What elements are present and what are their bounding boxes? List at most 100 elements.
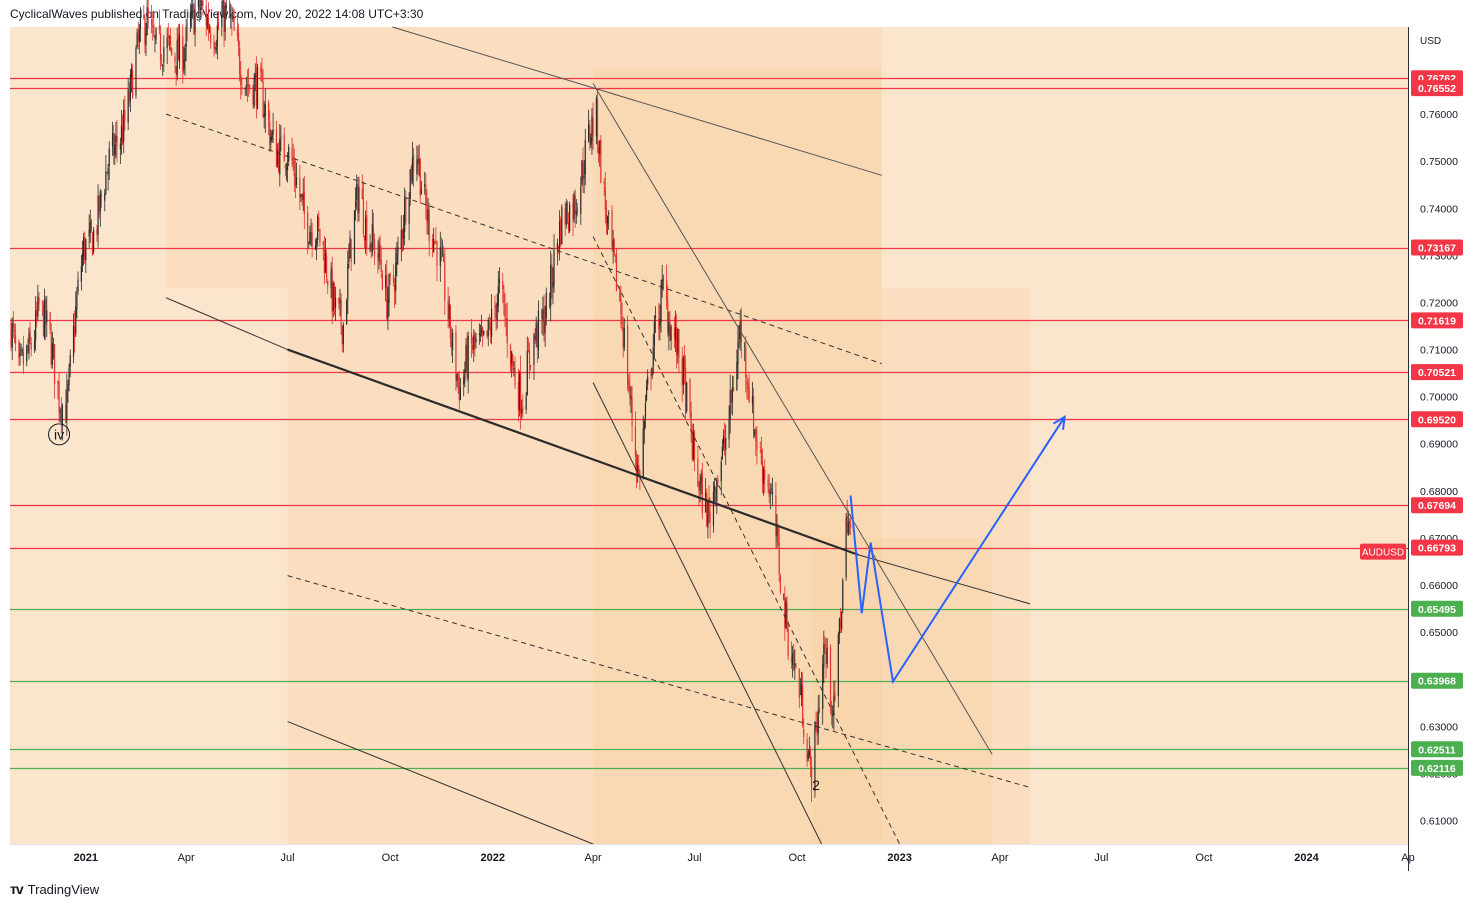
candle-body-514 <box>810 766 813 789</box>
candle-body-470 <box>744 345 746 347</box>
candle-body-40 <box>72 325 75 357</box>
price-tag-label-7: 0.66793 <box>1418 543 1456 555</box>
candle-body-347 <box>551 263 553 286</box>
candle-body-131 <box>214 46 216 49</box>
candle-body-276 <box>440 249 443 253</box>
candle-body-92 <box>153 24 155 35</box>
candle-body-453 <box>716 481 718 502</box>
candle-body-28 <box>52 344 55 345</box>
candle-body-539 <box>849 524 852 528</box>
candle-body-146 <box>237 32 240 47</box>
candle-body-117 <box>192 4 194 6</box>
candle-body-452 <box>715 488 717 502</box>
candle-body-402 <box>637 464 639 473</box>
candle-body-374 <box>592 118 594 136</box>
candle-body-534 <box>842 580 844 611</box>
candle-body-323 <box>513 367 515 370</box>
candle-body-6 <box>19 353 21 357</box>
candle-body-124 <box>202 0 204 7</box>
candle-body-506 <box>799 693 802 695</box>
candle-body-352 <box>559 221 561 249</box>
candle-body-479 <box>756 441 758 450</box>
candle-body-192 <box>309 232 311 245</box>
wave-label-circle-0 <box>48 423 71 446</box>
candle-body-311 <box>495 304 497 318</box>
candle-body-195 <box>314 245 317 250</box>
candle-body-14 <box>30 342 32 350</box>
candle-body-472 <box>746 380 748 385</box>
candle-body-327 <box>519 372 522 414</box>
candle-body-151 <box>245 85 247 88</box>
candle-body-80 <box>135 48 137 96</box>
candle-body-160 <box>260 67 262 73</box>
candle-body-39 <box>69 355 71 367</box>
candle-body-409 <box>647 376 649 385</box>
candle-body-215 <box>346 300 348 325</box>
candle-body-309 <box>491 309 493 337</box>
candle-body-274 <box>436 241 438 267</box>
candle-body-262 <box>418 159 420 165</box>
candle-body-164 <box>264 104 266 117</box>
candle-body-340 <box>541 309 543 319</box>
candle-body-252 <box>402 229 405 239</box>
candle-body-104 <box>171 47 173 55</box>
candle-body-260 <box>416 159 418 174</box>
candle-body-82 <box>137 34 139 40</box>
candle-body-35 <box>65 403 67 423</box>
candle-body-1 <box>11 322 13 348</box>
candle-body-84 <box>139 16 142 30</box>
candle-body-331 <box>526 351 528 396</box>
x-tick-label-11: Oct <box>1195 852 1212 864</box>
candle-body-377 <box>598 146 600 154</box>
candle-body-528 <box>833 695 835 715</box>
candle-body-537 <box>847 521 849 534</box>
candle-body-281 <box>448 303 450 320</box>
candle-body-356 <box>565 203 567 225</box>
candle-body-44 <box>77 279 79 293</box>
candle-body-227 <box>363 236 366 241</box>
candle-body-99 <box>163 47 165 64</box>
candle-body-394 <box>623 328 625 349</box>
candle-body-42 <box>75 306 77 334</box>
candle-body-208 <box>333 284 336 309</box>
candle-body-531 <box>838 618 841 635</box>
plot-area[interactable]: iv 2 <box>10 0 1408 845</box>
candle-body-314 <box>498 278 501 284</box>
candle-body-464 <box>732 386 735 391</box>
candle-body-511 <box>807 753 809 760</box>
candle-body-388 <box>614 253 616 255</box>
time-axis[interactable]: 2021 Apr Jul Oct 2022 Apr Jul Oct 2023 Apr Jul Oct 2… <box>74 852 1415 864</box>
candle-body-438 <box>692 432 694 460</box>
candle-body-372 <box>590 138 592 145</box>
candle-body-196 <box>315 240 318 245</box>
candle-body-465 <box>736 362 738 390</box>
x-tick-label-4: 2022 <box>480 852 504 864</box>
candle-body-10 <box>26 345 28 362</box>
candle-body-436 <box>690 412 692 430</box>
candle-body-332 <box>527 349 529 353</box>
price-axis[interactable]: USD 0.760000.750000.740000.730000.720000… <box>1420 36 1458 827</box>
candle-body-365 <box>580 186 582 215</box>
candle-body-56 <box>97 195 99 235</box>
candle-body-255 <box>408 199 410 224</box>
candle-body-512 <box>808 750 810 755</box>
candle-body-169 <box>272 129 274 135</box>
candle-body-296 <box>472 344 474 351</box>
candle-body-57 <box>98 195 100 215</box>
candle-body-527 <box>832 713 834 716</box>
candle-body-236 <box>378 242 380 262</box>
publisher-name[interactable]: CyclicalWaves <box>10 7 88 21</box>
candle-body-7 <box>20 349 22 351</box>
candle-body-407 <box>644 403 647 419</box>
candle-body-59 <box>100 193 103 198</box>
candle-body-161 <box>261 70 263 83</box>
price-tag-bg-10 <box>1411 741 1463 758</box>
candle-body-52 <box>90 219 92 231</box>
candle-body-362 <box>574 195 576 215</box>
candle-body-60 <box>104 193 106 201</box>
candle-body-517 <box>816 721 818 736</box>
price-tag-label-10: 0.62511 <box>1418 744 1456 756</box>
symbol-tag-bg <box>1360 543 1406 560</box>
candle-body-216 <box>347 263 349 300</box>
